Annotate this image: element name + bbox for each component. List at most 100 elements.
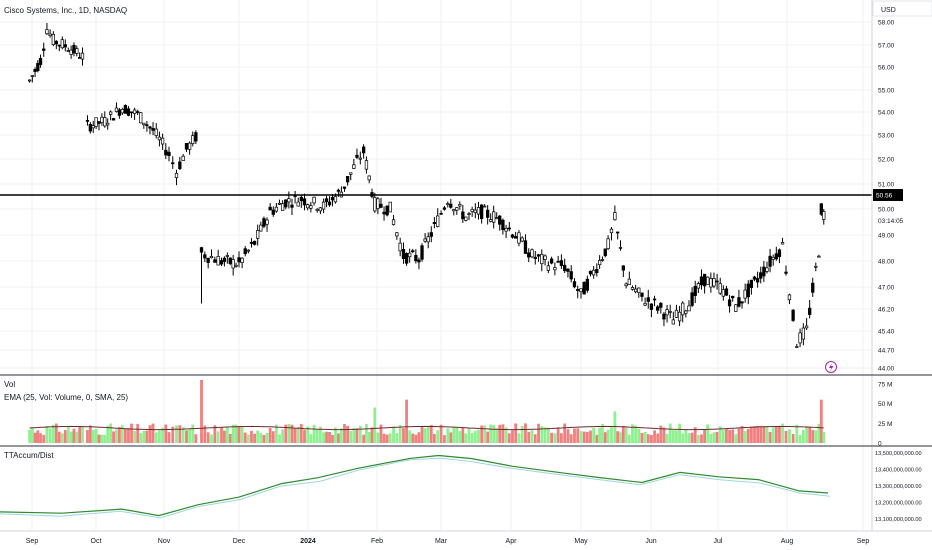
currency-box[interactable] bbox=[872, 0, 932, 17]
volume-bar bbox=[507, 433, 511, 443]
volume-bar bbox=[240, 426, 244, 443]
last-price-label: 50.56 bbox=[876, 193, 893, 200]
candle-body bbox=[492, 211, 496, 223]
volume-bar bbox=[498, 424, 502, 443]
time-tick-label[interactable]: Sep bbox=[857, 538, 870, 545]
candle-body bbox=[479, 204, 484, 220]
price-tick-label: 53.00 bbox=[878, 133, 895, 140]
time-tick-label[interactable]: Jun bbox=[645, 538, 656, 545]
candle-body bbox=[718, 283, 722, 294]
time-tick-label[interactable]: Mar bbox=[435, 538, 448, 545]
currency-label[interactable]: USD bbox=[881, 7, 896, 14]
volume-bar bbox=[483, 425, 487, 443]
volume-bar bbox=[486, 431, 490, 443]
time-tick-label[interactable]: Aug bbox=[781, 538, 794, 545]
volume-bar bbox=[436, 430, 440, 443]
volume-bar bbox=[284, 424, 288, 443]
volume-bar bbox=[97, 434, 101, 443]
price-axis[interactable]: 58.00 57.00 56.00 55.00 54.00 53.00 52.00 51.00… bbox=[825, 0, 932, 530]
candle-body bbox=[382, 211, 386, 215]
time-tick-label[interactable]: Apr bbox=[506, 538, 518, 545]
volume-bar bbox=[706, 424, 710, 443]
candle-body bbox=[57, 44, 61, 47]
volume-bar bbox=[385, 434, 389, 443]
candle-body bbox=[411, 250, 415, 253]
pane-dividers[interactable] bbox=[0, 374, 932, 532]
candle-body bbox=[706, 276, 710, 285]
candle-body bbox=[784, 271, 788, 274]
volume-bar bbox=[253, 433, 256, 443]
time-tick-label[interactable]: May bbox=[574, 538, 588, 545]
volume-bar bbox=[328, 431, 331, 443]
volume-bar bbox=[206, 432, 210, 443]
volume-bar bbox=[45, 425, 49, 443]
candle-body bbox=[174, 172, 179, 179]
candle-body bbox=[436, 215, 440, 227]
candle-body bbox=[646, 297, 650, 302]
candle-body bbox=[787, 294, 792, 301]
candle-body bbox=[523, 240, 528, 254]
volume-bar bbox=[28, 429, 32, 443]
volume-bar bbox=[213, 425, 217, 443]
candle-body bbox=[252, 240, 257, 245]
volume-bar bbox=[48, 428, 52, 443]
volume-bar bbox=[690, 432, 694, 443]
candle-body bbox=[591, 269, 596, 276]
volume-bar bbox=[811, 430, 815, 443]
volume-bar bbox=[278, 434, 281, 443]
volume-bar bbox=[352, 428, 356, 443]
candle-body bbox=[774, 253, 778, 260]
candle-body bbox=[367, 175, 371, 181]
price-tick-label: 52.00 bbox=[878, 157, 895, 164]
volume-bar bbox=[504, 427, 508, 443]
candle-body bbox=[342, 186, 347, 189]
volume-bar bbox=[388, 433, 392, 443]
candle-body bbox=[237, 257, 241, 263]
time-tick-label[interactable]: Nov bbox=[158, 538, 171, 545]
time-tick-label[interactable]: Dec bbox=[233, 538, 246, 545]
volume-bar bbox=[203, 425, 207, 443]
volume-bar bbox=[613, 411, 617, 443]
time-tick-label[interactable]: Oct bbox=[91, 538, 102, 545]
volume-bar bbox=[237, 426, 241, 443]
time-tick-label[interactable]: Sep bbox=[26, 538, 39, 545]
candle-body bbox=[181, 155, 185, 161]
candle-body bbox=[222, 257, 227, 262]
time-tick-label[interactable]: 2024 bbox=[300, 538, 316, 545]
time-tick-label[interactable]: Jul bbox=[714, 538, 723, 545]
volume-bar bbox=[543, 427, 547, 443]
volume-bar bbox=[349, 430, 353, 443]
volume-bar bbox=[619, 432, 622, 443]
candle-body bbox=[432, 222, 437, 225]
candle-body bbox=[627, 278, 631, 286]
volume-bar bbox=[382, 433, 386, 443]
candle-body bbox=[659, 302, 663, 308]
volume-bar bbox=[675, 430, 678, 443]
candle-body bbox=[373, 197, 377, 212]
time-tick-label[interactable]: Feb bbox=[371, 538, 383, 545]
volume-pane: 75 M 50 M 25 M 0 bbox=[28, 379, 892, 448]
volume-bar bbox=[540, 426, 544, 443]
volume-bar bbox=[299, 424, 303, 443]
candle-body bbox=[640, 292, 644, 297]
candle-body bbox=[391, 219, 396, 225]
candle-body bbox=[699, 276, 704, 286]
volume-bar bbox=[801, 429, 805, 443]
last-price-tag[interactable] bbox=[873, 189, 903, 201]
time-axis[interactable]: Sep Oct Nov Dec 2024 Feb Mar Apr May Jun Jul Aug Sep bbox=[26, 538, 870, 545]
volume-bar bbox=[123, 428, 127, 443]
candle-body bbox=[671, 319, 675, 325]
candle-body bbox=[533, 256, 537, 259]
volume-bar bbox=[527, 431, 531, 443]
candle-body bbox=[483, 205, 487, 208]
volume-bar bbox=[142, 430, 146, 443]
candle-body bbox=[219, 260, 224, 265]
candle-body bbox=[674, 309, 679, 318]
candle-body bbox=[38, 57, 43, 65]
candle-body bbox=[759, 272, 763, 279]
candle-body bbox=[473, 209, 477, 213]
volume-bar bbox=[287, 423, 291, 443]
volume-bar bbox=[426, 425, 430, 443]
volume-bar bbox=[145, 430, 149, 443]
